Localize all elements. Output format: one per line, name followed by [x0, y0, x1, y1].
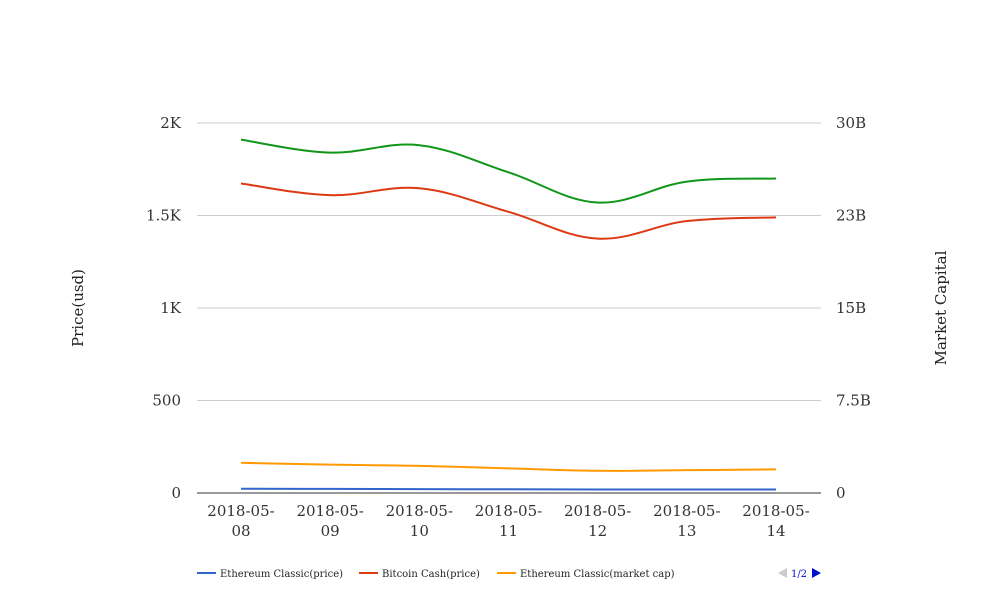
series-line	[240, 138, 777, 204]
left-tick-label: 500	[152, 392, 181, 410]
legend: Ethereum Classic(price) Bitcoin Cash(pric…	[197, 569, 675, 580]
x-tick-label: 2018-05-10	[386, 502, 453, 540]
series-line	[240, 182, 777, 240]
right-axis-ticks: 0 7.5B 15B 23B 30B	[836, 114, 871, 502]
series-line	[240, 461, 777, 472]
left-tick-label: 2K	[160, 114, 182, 132]
right-tick-label: 23B	[836, 207, 866, 225]
right-tick-label: 0	[836, 484, 846, 502]
x-tick-label: 2018-05-11	[475, 502, 542, 540]
right-tick-label: 15B	[836, 299, 866, 317]
legend-label: Ethereum Classic(market cap)	[520, 569, 675, 580]
right-tick-label: 7.5B	[836, 392, 871, 410]
x-tick-label: 2018-05-12	[564, 502, 631, 540]
left-tick-label: 1K	[160, 299, 182, 317]
gridlines	[197, 122, 821, 401]
x-tick-label: 2018-05-08	[207, 502, 274, 540]
right-tick-label: 30B	[836, 114, 866, 132]
x-tick-label: 2018-05-14	[742, 502, 809, 540]
left-axis-ticks: 0 500 1K 1.5K 2K	[146, 114, 182, 502]
left-tick-label: 0	[171, 484, 181, 502]
legend-label: Bitcoin Cash(price)	[382, 569, 480, 580]
legend-page-indicator: 1/2	[791, 569, 807, 580]
right-axis-title: Market Capital	[932, 250, 950, 365]
left-axis-title: Price(usd)	[69, 269, 87, 347]
left-tick-label: 1.5K	[146, 207, 182, 225]
x-tick-label: 2018-05-13	[653, 502, 720, 540]
series-line	[240, 487, 776, 491]
legend-pager: 1/2	[778, 568, 821, 580]
x-tick-label: 2018-05-09	[296, 502, 363, 540]
series-lines	[240, 138, 777, 491]
legend-next-arrow-icon[interactable]	[812, 568, 821, 578]
legend-prev-arrow-icon[interactable]	[778, 568, 787, 578]
x-axis-ticks: 2018-05-08 2018-05-09 2018-05-10 2018-05-11…	[207, 502, 809, 540]
legend-label: Ethereum Classic(price)	[220, 569, 343, 580]
